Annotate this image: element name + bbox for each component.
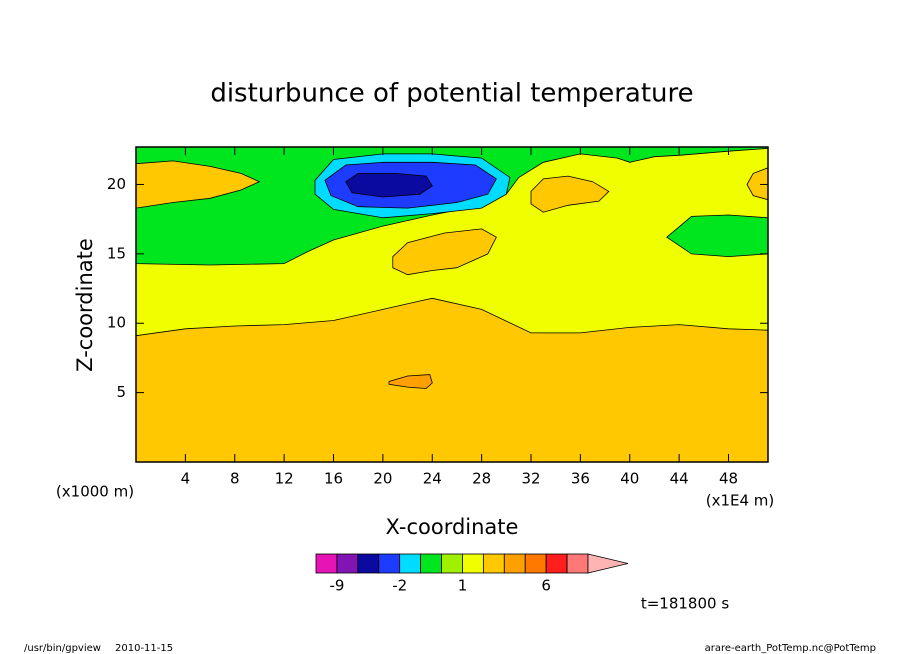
colorbar-box xyxy=(503,553,526,574)
colorbar-box xyxy=(441,553,463,574)
colorbar-box xyxy=(420,553,442,574)
x-tick-label: 44 xyxy=(670,470,689,488)
contour-region xyxy=(388,374,433,389)
x-tick-label: 16 xyxy=(324,470,343,488)
colorbar-box xyxy=(315,553,338,574)
contour-region xyxy=(392,228,497,276)
x-tick-label: 32 xyxy=(521,470,540,488)
x-tick-label: 4 xyxy=(181,470,191,488)
x-tick-label: 36 xyxy=(571,470,590,488)
contour-region xyxy=(530,175,610,213)
colorbar-box xyxy=(482,553,505,574)
colorbar-box xyxy=(462,553,484,574)
x-tick-label: 8 xyxy=(230,470,240,488)
x-tick-label: 20 xyxy=(373,470,392,488)
colorbar-extend xyxy=(587,553,629,574)
x-tick-label: 12 xyxy=(275,470,294,488)
footer-left: /usr/bin/gpview xyxy=(24,643,101,654)
x-unit-label: (x1000 m) xyxy=(56,483,134,501)
contour-region xyxy=(746,167,768,201)
colorbar-tick-label: -2 xyxy=(392,577,407,595)
y-tick-label: 20 xyxy=(107,175,126,193)
time-label: t=181800 s xyxy=(641,595,729,613)
y-tick-label: 10 xyxy=(107,314,126,332)
footer-date: 2010-11-15 xyxy=(115,643,173,654)
contour-region xyxy=(345,173,433,198)
colorbar-tick-label: 1 xyxy=(458,577,468,595)
colorbar-box xyxy=(399,553,422,574)
plot-frame xyxy=(135,146,769,463)
x-tick-label: 40 xyxy=(620,470,639,488)
colorbar-box xyxy=(524,553,547,574)
x-tick-label: 24 xyxy=(423,470,442,488)
contour-region xyxy=(136,160,261,209)
contour-fill xyxy=(136,147,768,462)
colorbar-box xyxy=(336,553,359,574)
colorbar-tick-label: -9 xyxy=(329,577,344,595)
colorbar-box xyxy=(545,553,568,574)
x-axis-label: X-coordinate xyxy=(386,515,519,539)
colorbar-box xyxy=(357,553,380,574)
colorbar-box xyxy=(566,553,589,574)
y-axis-label: Z-coordinate xyxy=(73,238,97,372)
x-factor-label: (x1E4 m) xyxy=(706,492,775,510)
x-tick-label: 48 xyxy=(719,470,738,488)
x-tick-label: 28 xyxy=(472,470,491,488)
contour-region xyxy=(666,214,768,258)
chart-title: disturbunce of potential temperature xyxy=(210,79,693,109)
y-tick-label: 5 xyxy=(116,383,126,401)
colorbar-box xyxy=(378,553,401,574)
y-tick-label: 15 xyxy=(107,244,126,262)
colorbar-tick-label: 6 xyxy=(541,577,551,595)
footer-right: arare-earth_PotTemp.nc@PotTemp xyxy=(705,643,876,654)
